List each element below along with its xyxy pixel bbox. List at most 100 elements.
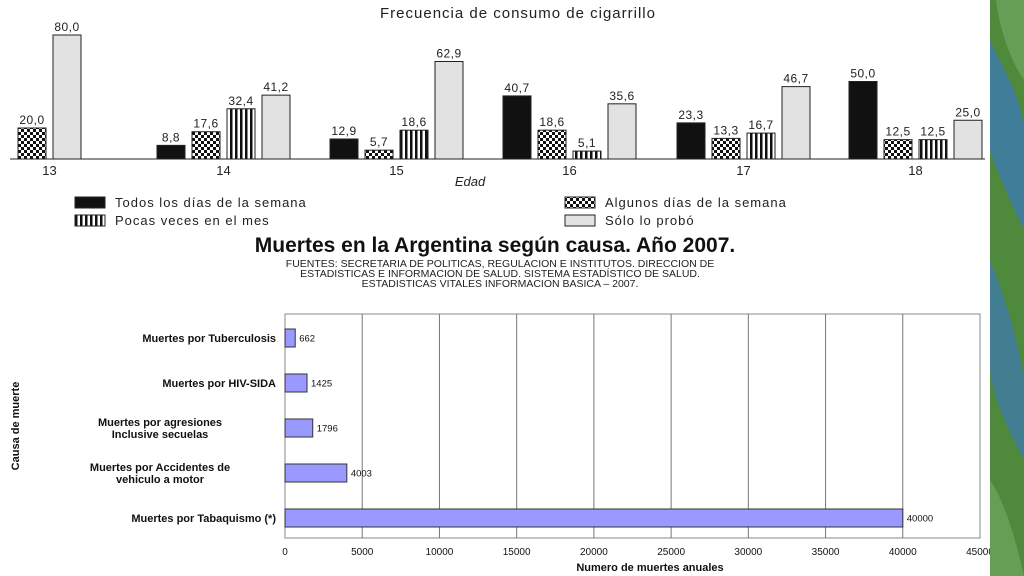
chart2-ylabel: Causa de muerte bbox=[10, 382, 22, 471]
chart1-value-label: 18,6 bbox=[539, 115, 564, 129]
chart1-legend-swatch bbox=[564, 214, 596, 227]
chart1-value-label: 18,6 bbox=[401, 115, 426, 129]
chart1-value-label: 12,5 bbox=[920, 125, 945, 139]
chart1-bar bbox=[329, 138, 359, 160]
chart2-value-label: 4003 bbox=[351, 469, 372, 480]
chart1-bar bbox=[52, 34, 82, 160]
chart2-bars bbox=[284, 328, 904, 528]
chart1-bar bbox=[17, 127, 47, 160]
chart1-bar bbox=[711, 137, 741, 160]
chart1-bar bbox=[746, 132, 776, 160]
chart1-bar bbox=[537, 129, 567, 160]
chart2-value-label: 1425 bbox=[311, 379, 332, 390]
chart1-bar bbox=[191, 131, 221, 160]
chart1-value-label: 40,7 bbox=[504, 81, 529, 95]
chart2-x-tick-label: 5000 bbox=[351, 547, 374, 558]
chart1-category-label: 17 bbox=[736, 163, 750, 178]
chart2-value-label: 662 bbox=[299, 334, 315, 345]
chart1-value-label: 23,3 bbox=[678, 108, 703, 122]
chart1-category-label: 18 bbox=[908, 163, 922, 178]
chart1-bar bbox=[953, 119, 983, 160]
deaths-by-cause-chart: Muertes en la Argentina según causa. Año… bbox=[10, 234, 994, 574]
chart1-category-label: 14 bbox=[216, 163, 230, 178]
chart1-value-label: 41,2 bbox=[263, 80, 288, 94]
chart1-bar bbox=[226, 108, 256, 160]
chart2-bar bbox=[284, 463, 348, 483]
chart1-category-label: 15 bbox=[389, 163, 403, 178]
chart2-value-label: 1796 bbox=[317, 424, 338, 435]
chart2-category-label: Muertes por Accidentes de vehiculo a moto… bbox=[90, 462, 230, 486]
chart1-value-label: 25,0 bbox=[955, 105, 980, 119]
chart1-value-label: 20,0 bbox=[19, 113, 44, 127]
chart1-value-label: 50,0 bbox=[850, 67, 875, 81]
chart1-value-label: 5,7 bbox=[370, 135, 388, 149]
chart1-bar bbox=[918, 139, 948, 160]
chart1-value-label: 80,0 bbox=[54, 20, 79, 34]
chart2-category-label: Muertes por Tuberculosis bbox=[142, 333, 276, 345]
chart1-category-label: 13 bbox=[42, 163, 56, 178]
chart1-bar bbox=[261, 94, 291, 160]
chart1-bar bbox=[676, 122, 706, 160]
chart1-bar bbox=[434, 61, 464, 160]
chart1-legend-swatch bbox=[74, 196, 106, 209]
chart2-category-labels: Muertes por Tuberculosis Muertes por HIV-… bbox=[90, 333, 276, 525]
chart1-value-label: 17,6 bbox=[193, 117, 218, 131]
chart1-value-label: 35,6 bbox=[609, 89, 634, 103]
chart1-bar bbox=[502, 95, 532, 160]
chart2-category-label: Muertes por HIV-SIDA bbox=[162, 378, 276, 390]
chart2-value-label: 40000 bbox=[907, 514, 933, 525]
chart1-legend-swatch bbox=[74, 214, 106, 227]
chart2-plot-frame bbox=[284, 313, 981, 539]
chart2-x-tick-label: 15000 bbox=[503, 547, 531, 558]
chart2-gridlines bbox=[361, 314, 904, 538]
chart1-bar bbox=[156, 144, 186, 160]
chart2-x-tick-label: 0 bbox=[282, 547, 288, 558]
chart1-title: Frecuencia de consumo de cigarrillo bbox=[380, 5, 656, 22]
chart1-value-label: 16,7 bbox=[748, 118, 773, 132]
chart1-legend-label: Todos los días de la semana bbox=[115, 195, 307, 210]
chart1-value-label: 13,3 bbox=[713, 123, 738, 137]
chart1-value-label: 5,1 bbox=[578, 136, 596, 150]
chart1-legend-label: Sólo lo probó bbox=[605, 213, 695, 228]
chart1-value-label: 8,8 bbox=[162, 130, 180, 144]
chart1-bar bbox=[399, 129, 429, 160]
chart1-bar bbox=[781, 86, 811, 160]
chart1-bar bbox=[848, 81, 878, 160]
chart2-bar bbox=[284, 418, 314, 438]
smoking-frequency-chart: Frecuencia de consumo de cigarrillo 20,0… bbox=[10, 5, 985, 228]
chart1-value-label: 46,7 bbox=[783, 72, 808, 86]
chart1-category-label: 16 bbox=[562, 163, 576, 178]
decorative-side-strip bbox=[990, 0, 1024, 576]
chart2-subtitle-line-1: FUENTES: SECRETARIA DE POLITICAS, REGULA… bbox=[286, 258, 714, 270]
chart2-value-labels: 662 1425 1796 4003 40000 bbox=[299, 334, 933, 525]
chart1-value-label: 12,5 bbox=[885, 125, 910, 139]
chart2-x-tick-label: 10000 bbox=[426, 547, 454, 558]
chart2-bar bbox=[284, 373, 308, 393]
chart2-x-tick-label: 30000 bbox=[734, 547, 762, 558]
chart1-value-label: 12,9 bbox=[331, 124, 356, 138]
chart2-x-tick-label: 25000 bbox=[657, 547, 685, 558]
chart1-value-labels: 20,0 80,0 8,8 17,6 32,4 41,2 12,9 5,7 18,6 62,9 40… bbox=[19, 20, 980, 150]
chart2-title: Muertes en la Argentina según causa. Año… bbox=[255, 234, 735, 257]
chart1-legend-label: Algunos días de la semana bbox=[605, 195, 787, 210]
chart2-x-tick-labels: 0 5000 10000 15000 20000 25000 30000 35000 40000… bbox=[282, 547, 994, 558]
chart1-bar bbox=[572, 150, 602, 160]
chart2-subtitle-line-2: ESTADISTICAS E INFORMACION DE SALUD. SIS… bbox=[300, 267, 700, 280]
chart2-subtitle-line-3: ESTADISTICAS VITALES INFORMACION BASICA … bbox=[362, 278, 639, 290]
chart2-x-tick-label: 45000 bbox=[966, 547, 994, 558]
chart2-category-label: Muertes por Tabaquismo (*) bbox=[131, 513, 276, 525]
chart2-category-label: Muertes por agresiones Inclusive secuelas bbox=[98, 417, 222, 441]
chart2-xlabel: Numero de muertes anuales bbox=[576, 562, 723, 574]
chart2-bar bbox=[284, 508, 904, 528]
chart2-bar bbox=[284, 328, 296, 348]
chart2-x-tick-label: 35000 bbox=[812, 547, 840, 558]
chart2-x-tick-label: 40000 bbox=[889, 547, 917, 558]
chart1-category-labels: 13 14 15 16 17 18 bbox=[42, 163, 922, 178]
chart1-value-label: 32,4 bbox=[228, 94, 253, 108]
chart2-x-tick-label: 20000 bbox=[580, 547, 608, 558]
chart1-value-label: 62,9 bbox=[436, 47, 461, 61]
chart1-legend-swatch bbox=[564, 196, 596, 209]
chart1-bar bbox=[883, 139, 913, 160]
chart1-xlabel: Edad bbox=[455, 174, 486, 189]
